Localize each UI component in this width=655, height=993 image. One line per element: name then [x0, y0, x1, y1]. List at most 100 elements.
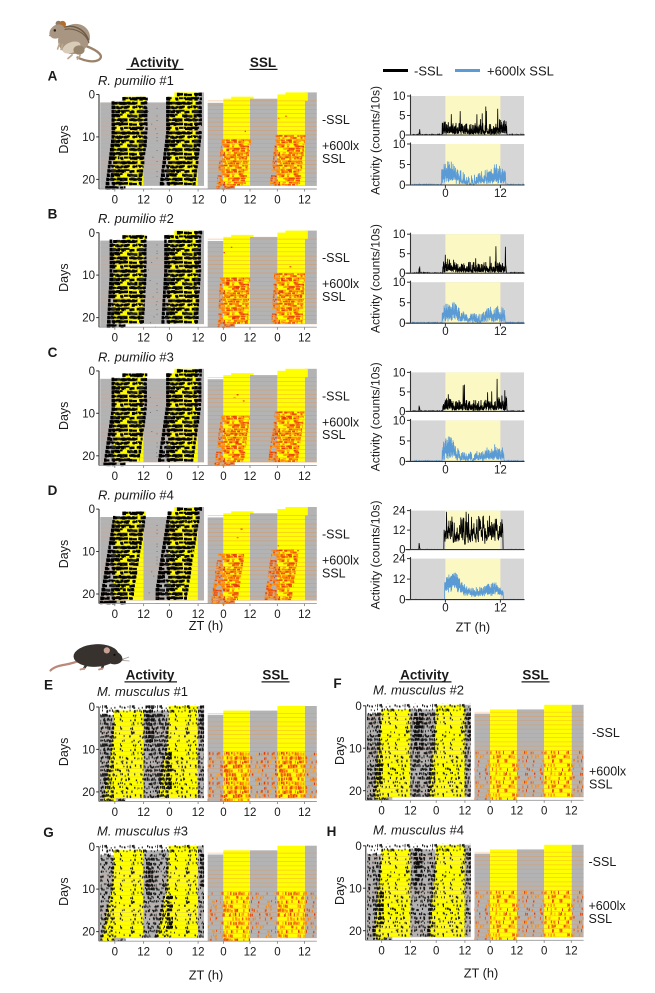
svg-text:0: 0 [399, 130, 405, 142]
svg-text:12: 12 [494, 603, 507, 615]
svg-text:0: 0 [166, 807, 172, 819]
svg-text:SSL: SSL [322, 566, 346, 580]
svg-text:0: 0 [487, 806, 493, 818]
svg-text:10: 10 [349, 883, 362, 895]
svg-text:Days: Days [57, 540, 71, 568]
svg-text:12: 12 [298, 471, 311, 483]
svg-text:12: 12 [298, 807, 311, 819]
svg-text:R. pumilio #1: R. pumilio #1 [98, 73, 174, 88]
svg-text:0: 0 [166, 471, 172, 483]
svg-text:0: 0 [274, 807, 280, 819]
svg-text:0: 0 [274, 609, 280, 621]
svg-text:+600lx: +600lx [322, 415, 360, 429]
svg-text:12: 12 [298, 609, 311, 621]
svg-text:Activity (counts/10s): Activity (counts/10s) [369, 224, 383, 333]
svg-text:12: 12 [494, 326, 507, 338]
svg-text:0: 0 [399, 406, 405, 418]
svg-text:Activity: Activity [126, 668, 175, 683]
svg-text:Activity (counts/10s): Activity (counts/10s) [369, 362, 383, 471]
svg-text:10: 10 [393, 277, 406, 289]
svg-text:12: 12 [298, 333, 311, 345]
svg-text:20: 20 [349, 926, 362, 938]
svg-text:0: 0 [220, 947, 226, 959]
svg-text:24: 24 [393, 506, 406, 518]
svg-text:12: 12 [404, 806, 417, 818]
svg-text:SSL: SSL [322, 152, 346, 166]
svg-text:Days: Days [57, 738, 71, 766]
svg-text:0: 0 [112, 194, 118, 206]
svg-text:10: 10 [393, 139, 406, 151]
svg-text:12: 12 [510, 946, 523, 958]
svg-text:D: D [48, 483, 58, 498]
svg-text:12: 12 [459, 806, 472, 818]
svg-text:Activity (counts/10s): Activity (counts/10s) [369, 500, 383, 609]
svg-text:12: 12 [244, 194, 257, 206]
svg-text:12: 12 [192, 807, 205, 819]
svg-text:0: 0 [355, 841, 361, 853]
svg-text:Days: Days [57, 402, 71, 430]
svg-text:0: 0 [89, 228, 95, 240]
svg-text:R. pumilio #3: R. pumilio #3 [98, 349, 174, 364]
svg-text:12: 12 [192, 609, 205, 621]
svg-text:SSL: SSL [322, 428, 346, 442]
svg-text:0: 0 [166, 947, 172, 959]
svg-text:SSL: SSL [262, 668, 288, 683]
svg-text:10: 10 [349, 743, 362, 755]
svg-text:20: 20 [82, 589, 95, 601]
svg-text:12: 12 [137, 194, 150, 206]
svg-text:M. musculus #3: M. musculus #3 [97, 824, 188, 839]
svg-text:12: 12 [298, 947, 311, 959]
svg-text:5: 5 [399, 249, 405, 261]
svg-text:+600lx: +600lx [322, 139, 360, 153]
svg-text:10: 10 [82, 132, 95, 144]
svg-text:0: 0 [442, 603, 448, 615]
svg-text:0: 0 [274, 333, 280, 345]
svg-text:12: 12 [459, 946, 472, 958]
svg-text:10: 10 [82, 745, 95, 757]
svg-text:C: C [48, 345, 58, 360]
svg-text:10: 10 [82, 547, 95, 559]
svg-text:12: 12 [393, 525, 406, 537]
svg-text:0: 0 [442, 326, 448, 338]
svg-text:Activity: Activity [400, 668, 449, 683]
svg-text:H: H [327, 824, 337, 839]
svg-text:0: 0 [399, 180, 405, 192]
svg-text:10: 10 [393, 91, 406, 103]
svg-text:0: 0 [112, 333, 118, 345]
svg-text:M. musculus #1: M. musculus #1 [97, 684, 188, 699]
svg-text:0: 0 [274, 194, 280, 206]
svg-text:SSL: SSL [589, 912, 613, 926]
svg-text:12: 12 [494, 464, 507, 476]
svg-text:0: 0 [112, 609, 118, 621]
svg-text:Days: Days [57, 877, 71, 905]
svg-text:0: 0 [220, 194, 226, 206]
svg-text:5: 5 [399, 298, 405, 310]
svg-text:+600lx: +600lx [589, 899, 627, 913]
svg-text:0: 0 [89, 842, 95, 854]
svg-text:M. musculus #2: M. musculus #2 [373, 683, 464, 698]
svg-text:12: 12 [137, 947, 150, 959]
svg-text:0: 0 [166, 609, 172, 621]
svg-text:12: 12 [393, 574, 406, 586]
svg-text:A: A [48, 68, 58, 83]
svg-text:Activity (counts/10s): Activity (counts/10s) [369, 86, 383, 195]
svg-text:SSL: SSL [522, 668, 548, 683]
svg-text:0: 0 [399, 545, 405, 557]
svg-text:20: 20 [82, 451, 95, 463]
svg-text:SSL: SSL [322, 290, 346, 304]
svg-text:-SSL: -SSL [414, 64, 443, 79]
svg-text:0: 0 [541, 806, 547, 818]
svg-text:0: 0 [433, 806, 439, 818]
svg-text:G: G [43, 825, 54, 840]
svg-text:12: 12 [510, 806, 523, 818]
svg-text:0: 0 [89, 504, 95, 516]
svg-text:0: 0 [112, 947, 118, 959]
svg-text:0: 0 [166, 194, 172, 206]
svg-text:12: 12 [244, 333, 257, 345]
svg-text:20: 20 [82, 175, 95, 187]
svg-text:5: 5 [399, 436, 405, 448]
svg-text:0: 0 [487, 946, 493, 958]
svg-text:0: 0 [166, 333, 172, 345]
svg-text:M. musculus #4: M. musculus #4 [373, 823, 464, 838]
svg-text:0: 0 [220, 807, 226, 819]
